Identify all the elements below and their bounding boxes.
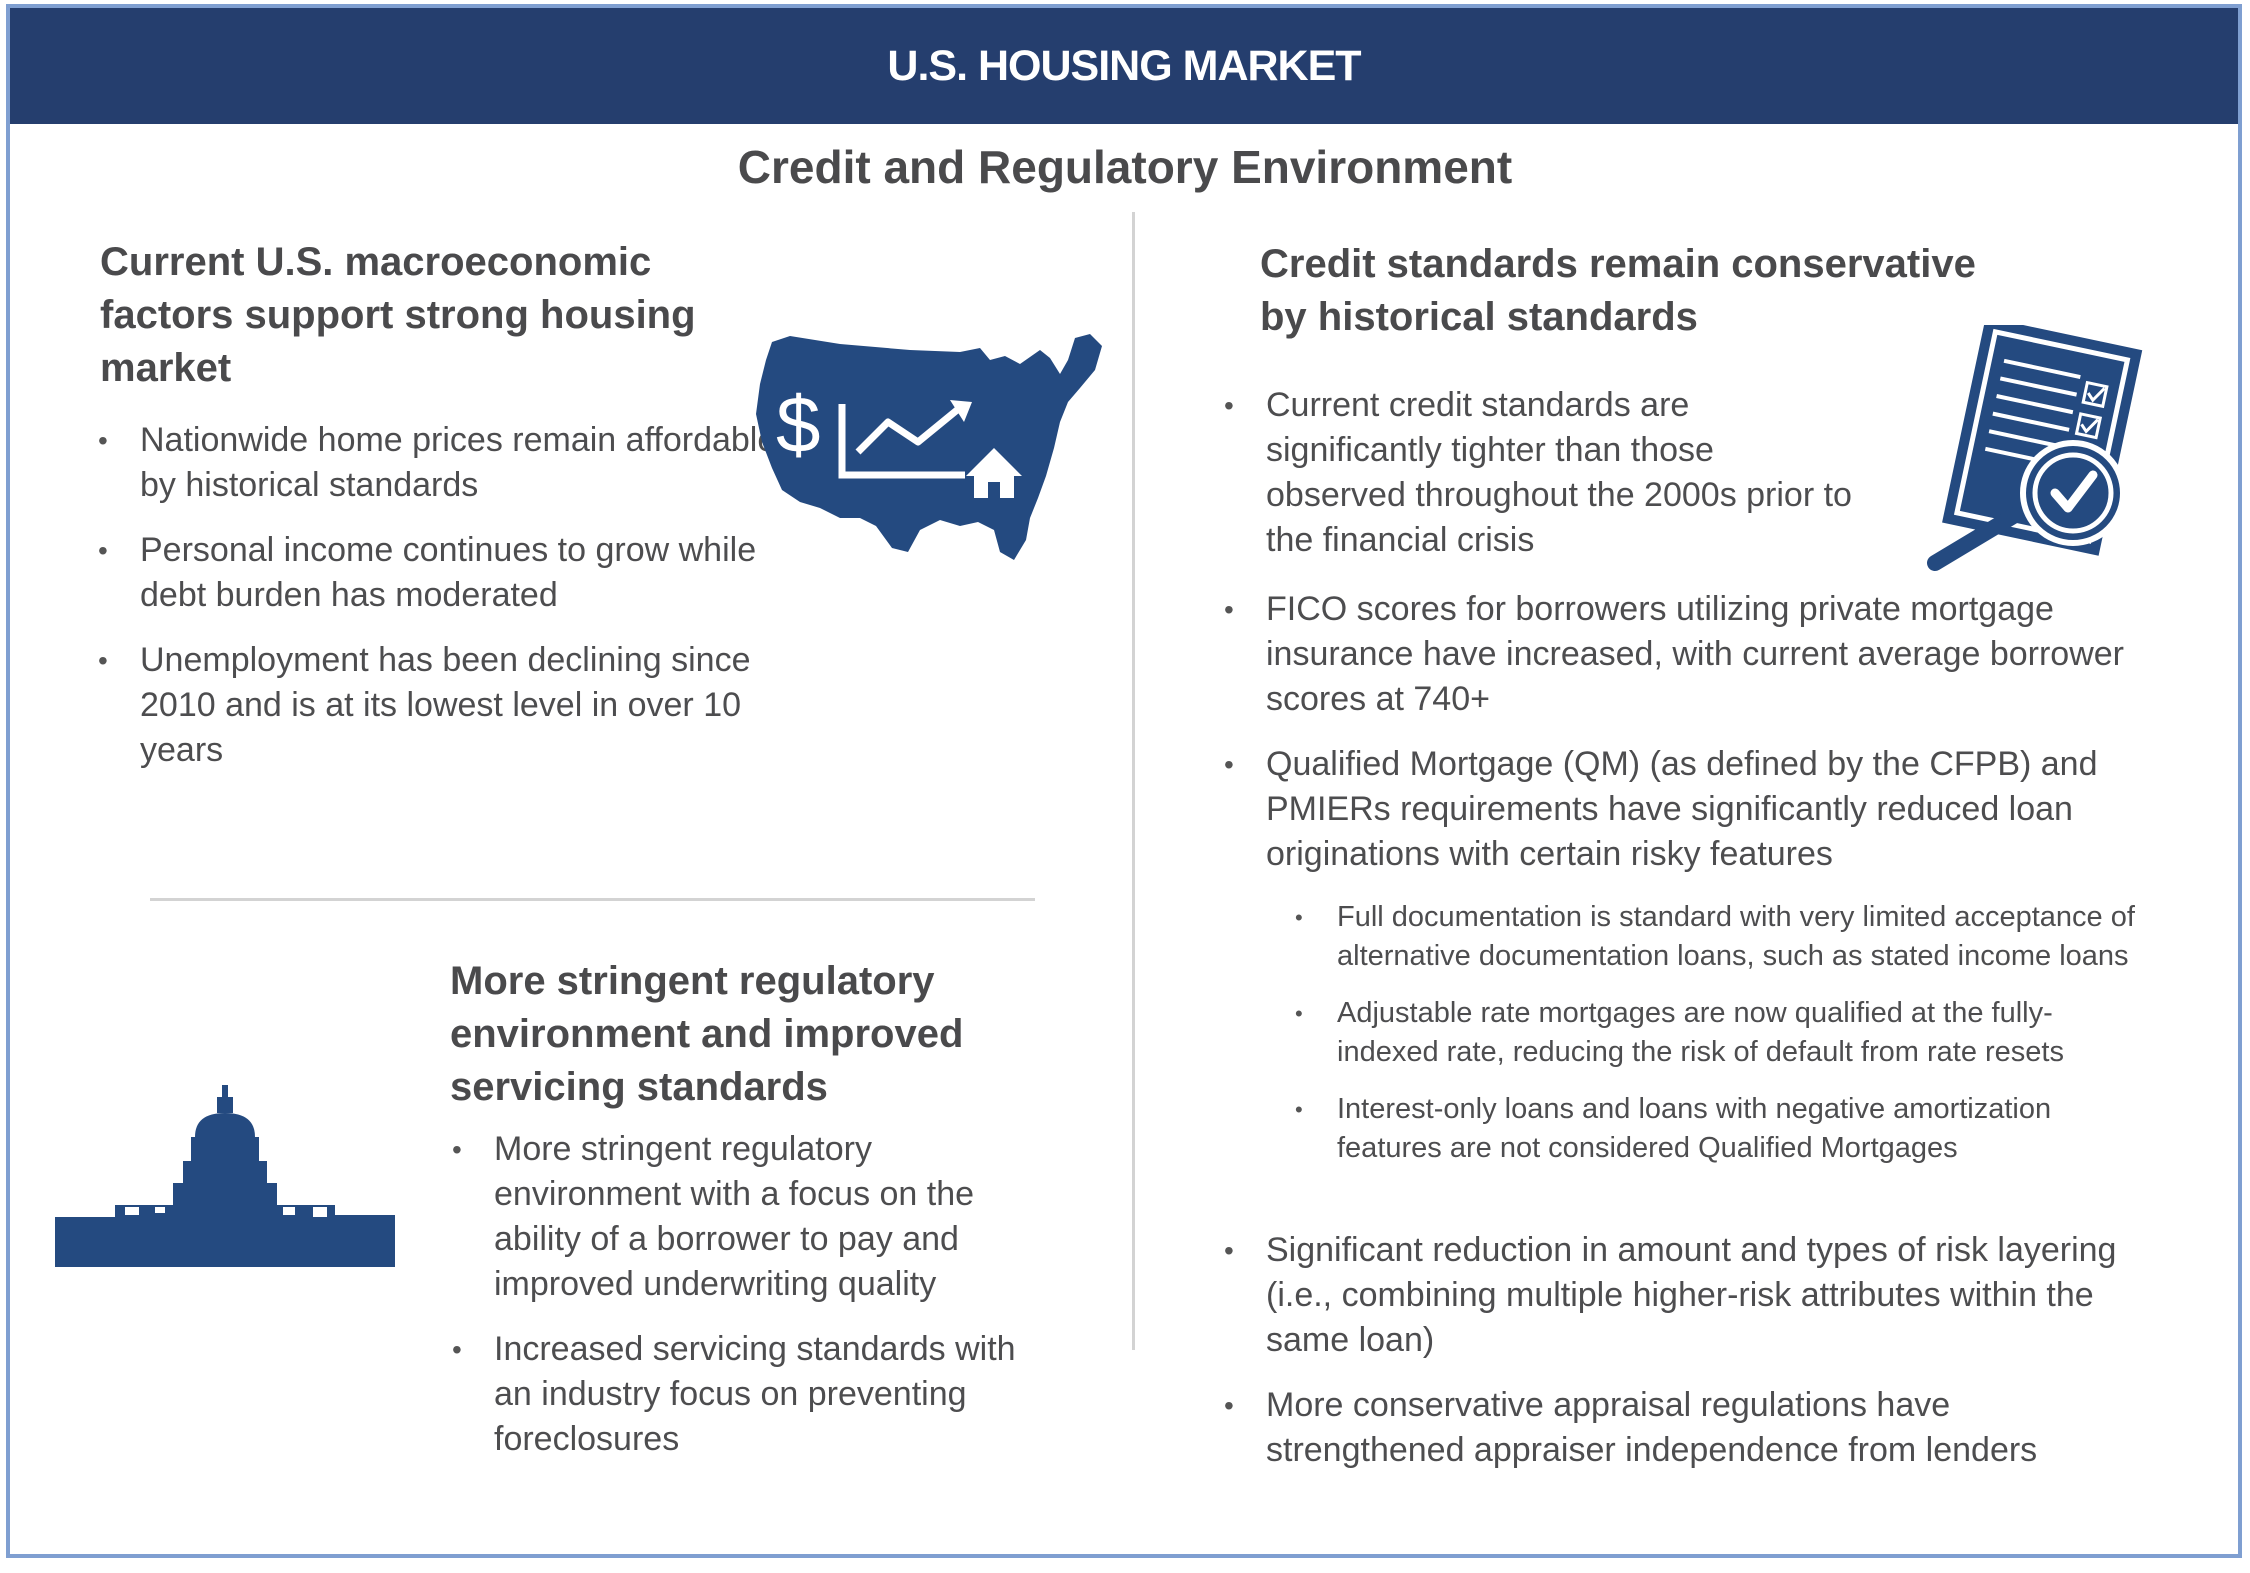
us-map-chart-icon: $ bbox=[756, 334, 1102, 560]
list-item: • Personal income continues to grow while… bbox=[98, 528, 778, 618]
list-item-text: Increased servicing standards with an in… bbox=[494, 1330, 1016, 1458]
list-item-text: Interest-only loans and loans with negat… bbox=[1337, 1093, 2052, 1164]
credit-sub-bullet-list: • Full documentation is standard with ver… bbox=[1295, 898, 2145, 1186]
section-heading-credit: Credit standards remain conservative by … bbox=[1260, 238, 1976, 344]
credit-bullet-list-3: • Significant reduction in amount and typ… bbox=[1224, 1228, 2144, 1493]
list-item: • More conservative appraisal regulations… bbox=[1224, 1383, 2144, 1473]
list-item-text: Nationwide home prices remain affordable… bbox=[140, 421, 777, 504]
list-item: • FICO scores for borrowers utilizing pri… bbox=[1224, 587, 2144, 722]
list-item-text: Personal income continues to grow while … bbox=[140, 531, 757, 614]
bullet-icon: • bbox=[1224, 1390, 1234, 1421]
list-item: • Current credit standards are significan… bbox=[1224, 383, 1854, 563]
list-item-text: Full documentation is standard with very… bbox=[1337, 901, 2135, 972]
macro-bullet-list: • Nationwide home prices remain affordabl… bbox=[98, 418, 778, 793]
bullet-icon: • bbox=[98, 425, 108, 456]
heading-line: market bbox=[100, 346, 232, 390]
list-item: • Full documentation is standard with ver… bbox=[1295, 898, 2145, 976]
bullet-icon: • bbox=[452, 1334, 462, 1365]
dollar-sign-text: $ bbox=[776, 380, 821, 469]
section-heading-macro: Current U.S. macroeconomic factors suppo… bbox=[100, 236, 696, 395]
bullet-icon: • bbox=[452, 1134, 462, 1165]
section-heading-regulatory: More stringent regulatory environment an… bbox=[450, 955, 963, 1114]
page-subtitle: Credit and Regulatory Environment bbox=[737, 141, 1513, 193]
credit-bullet-list-2: • FICO scores for borrowers utilizing pri… bbox=[1224, 587, 2144, 897]
heading-line: by historical standards bbox=[1260, 295, 1698, 339]
list-item-text: Current credit standards are significant… bbox=[1266, 386, 1852, 559]
list-item: • Interest-only loans and loans with nega… bbox=[1295, 1090, 2145, 1168]
credit-bullet-list-1: • Current credit standards are significan… bbox=[1224, 383, 1854, 583]
list-item-text: Significant reduction in amount and type… bbox=[1266, 1231, 2117, 1359]
checklist-document-icon bbox=[1927, 325, 2143, 571]
banner-title: U.S. HOUSING MARKET bbox=[887, 42, 1361, 90]
list-item: • More stringent regulatory environment w… bbox=[452, 1127, 1042, 1307]
list-item-text: Adjustable rate mortgages are now qualif… bbox=[1337, 997, 2064, 1068]
list-item-text: More stringent regulatory environment wi… bbox=[494, 1130, 975, 1303]
heading-line: factors support strong housing bbox=[100, 293, 696, 337]
list-item: • Significant reduction in amount and typ… bbox=[1224, 1228, 2144, 1363]
heading-line: servicing standards bbox=[450, 1065, 828, 1109]
heading-line: Current U.S. macroeconomic bbox=[100, 240, 652, 284]
bullet-icon: • bbox=[1224, 1235, 1234, 1266]
bullet-icon: • bbox=[98, 645, 108, 676]
heading-line: environment and improved bbox=[450, 1012, 964, 1056]
list-item-text: Qualified Mortgage (QM) (as defined by t… bbox=[1266, 745, 2098, 873]
list-item: • Adjustable rate mortgages are now quali… bbox=[1295, 994, 2145, 1072]
list-item: • Increased servicing standards with an i… bbox=[452, 1327, 1042, 1462]
vertical-divider bbox=[1132, 212, 1135, 1350]
heading-line: Credit standards remain conservative bbox=[1260, 242, 1976, 286]
heading-line: More stringent regulatory bbox=[450, 959, 935, 1003]
bullet-icon: • bbox=[1295, 905, 1303, 930]
bullet-icon: • bbox=[1224, 594, 1234, 625]
capitol-building-icon bbox=[55, 1085, 395, 1267]
regulatory-bullet-list: • More stringent regulatory environment w… bbox=[452, 1127, 1042, 1482]
list-item: • Qualified Mortgage (QM) (as defined by … bbox=[1224, 742, 2144, 877]
list-item-text: Unemployment has been declining since 20… bbox=[140, 641, 751, 769]
page-banner: U.S. HOUSING MARKET bbox=[10, 8, 2238, 124]
list-item-text: More conservative appraisal regulations … bbox=[1266, 1386, 2038, 1469]
horizontal-divider bbox=[150, 898, 1035, 901]
bullet-icon: • bbox=[1295, 1001, 1303, 1026]
bullet-icon: • bbox=[1224, 390, 1234, 421]
list-item: • Nationwide home prices remain affordabl… bbox=[98, 418, 778, 508]
list-item-text: FICO scores for borrowers utilizing priv… bbox=[1266, 590, 2125, 718]
list-item: • Unemployment has been declining since 2… bbox=[98, 638, 778, 773]
bullet-icon: • bbox=[1295, 1097, 1303, 1122]
bullet-icon: • bbox=[1224, 749, 1234, 780]
bullet-icon: • bbox=[98, 535, 108, 566]
page-frame bbox=[6, 4, 2242, 1558]
